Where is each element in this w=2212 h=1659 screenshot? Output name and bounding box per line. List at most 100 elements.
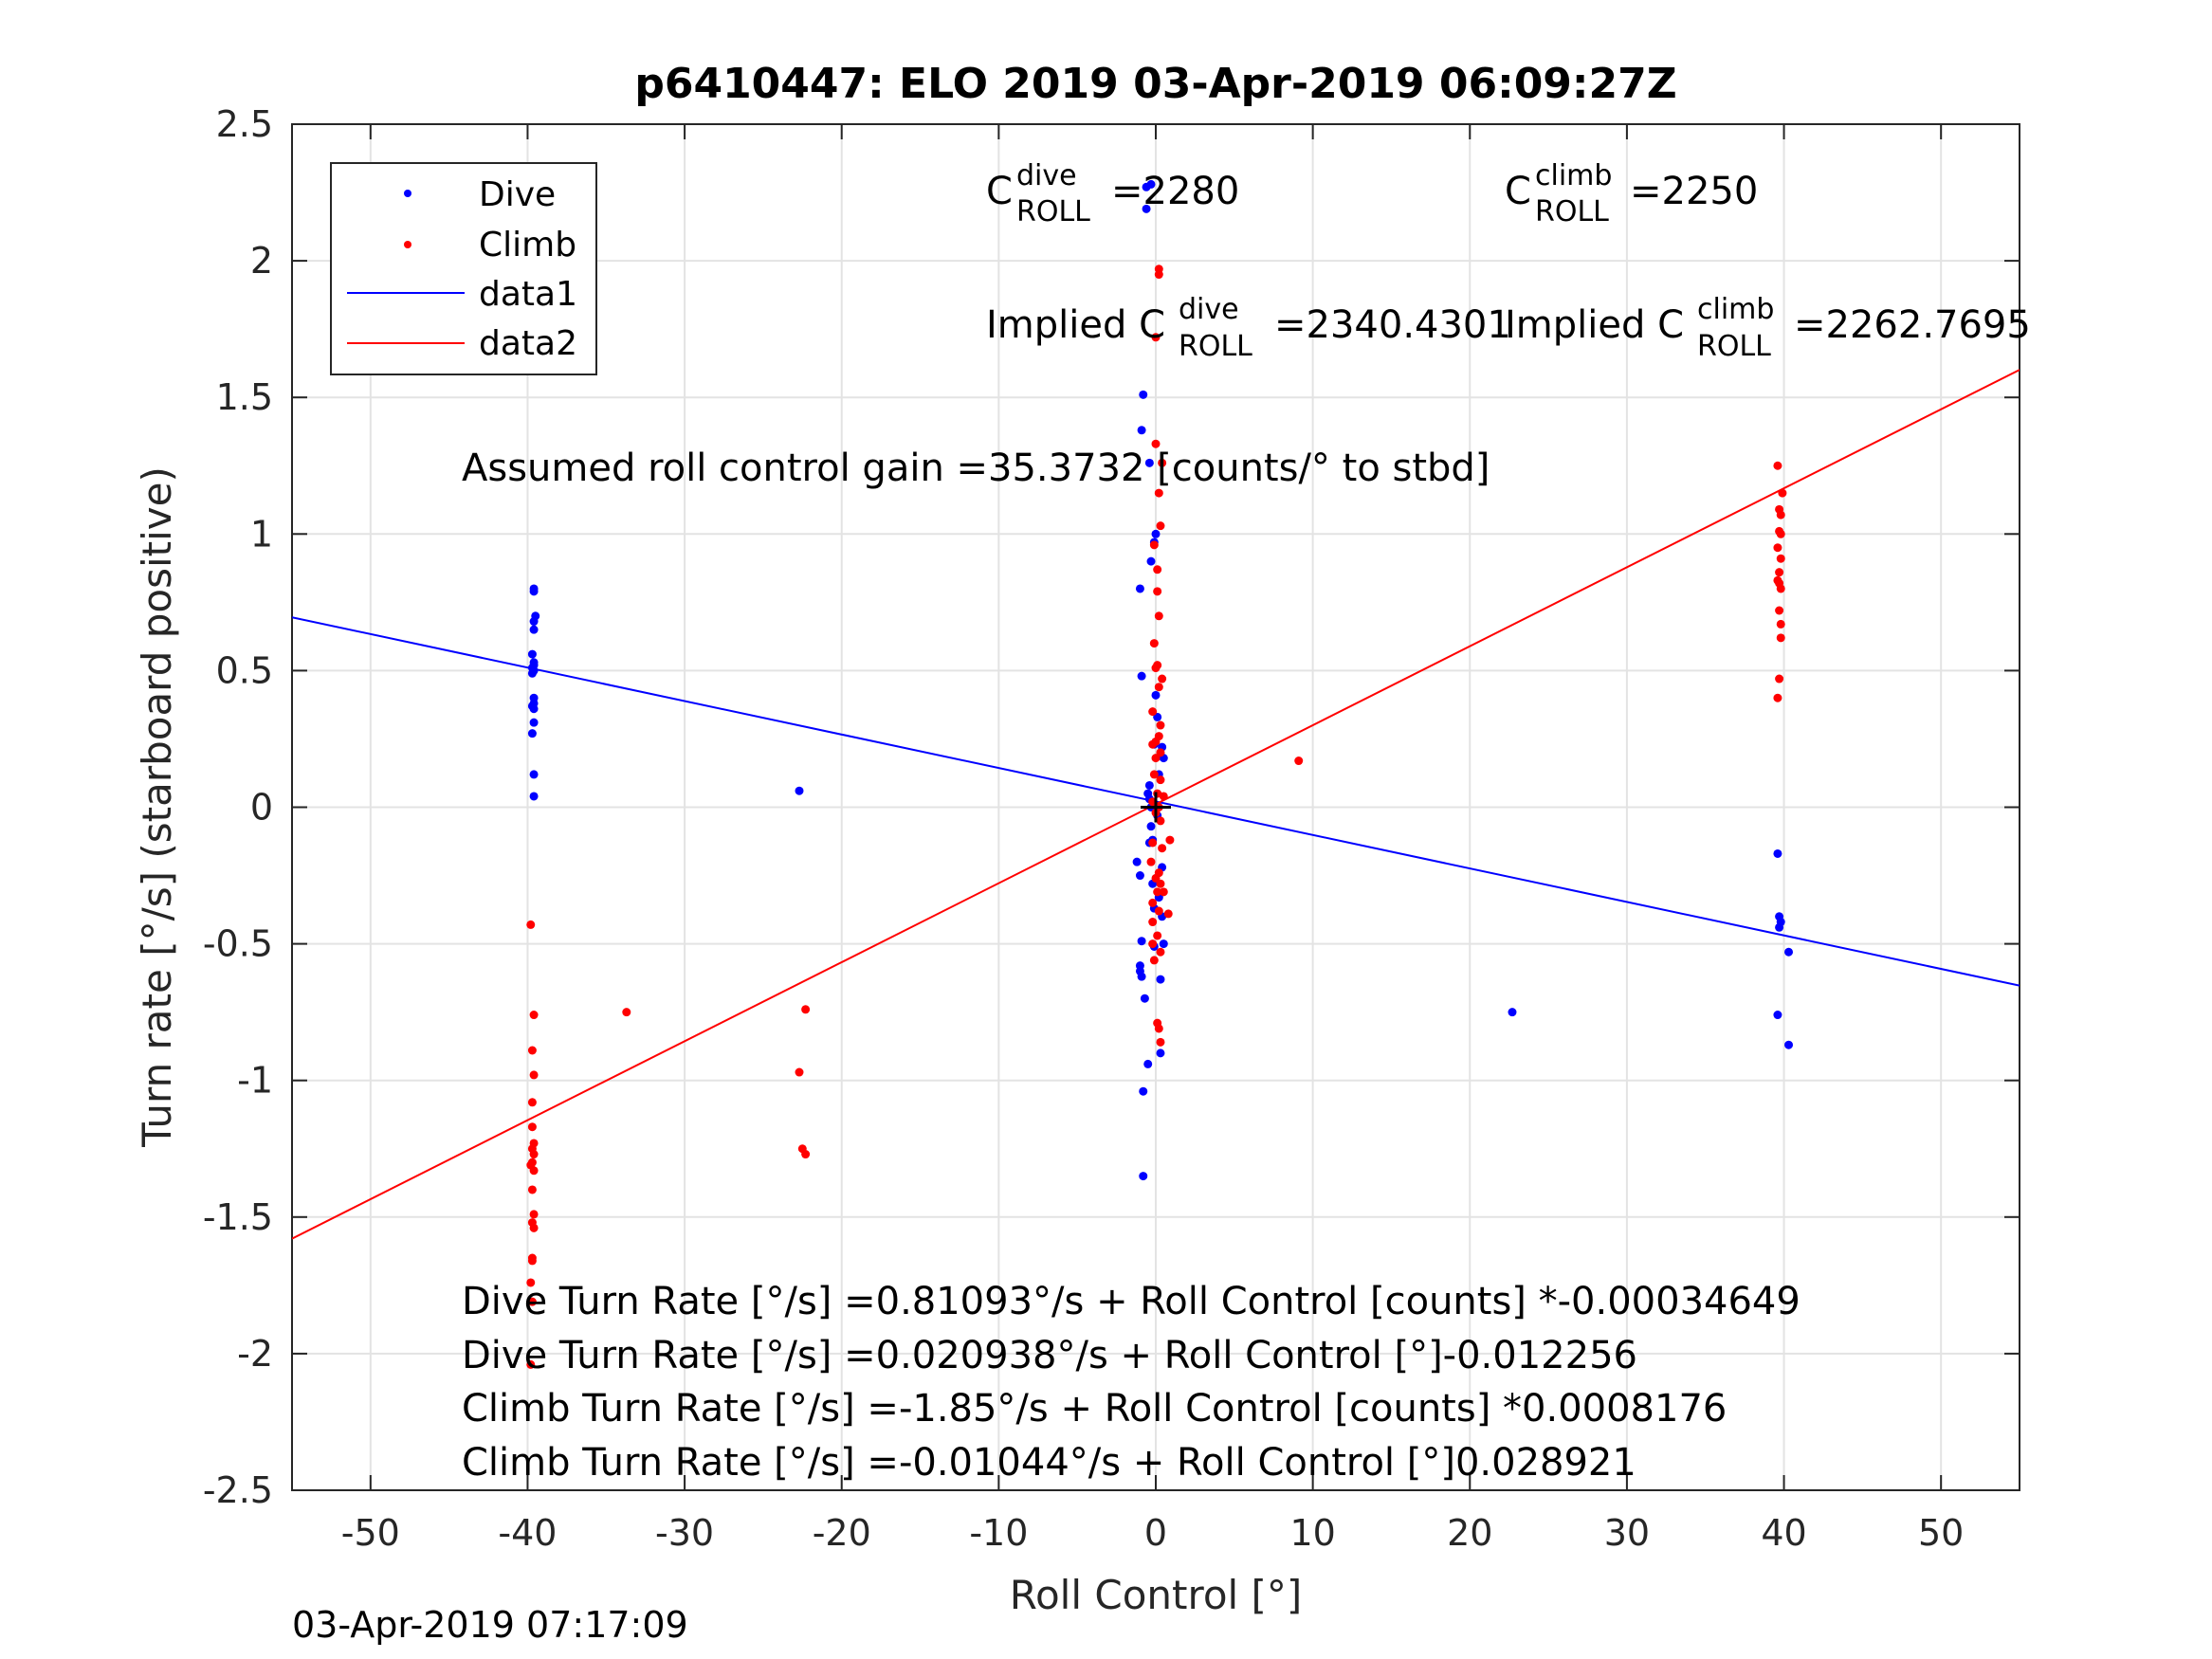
- climb-point: [529, 1210, 539, 1219]
- legend-data2-label: data2: [479, 324, 577, 363]
- climb-point: [1156, 720, 1165, 730]
- dive-point: [1775, 922, 1784, 932]
- climb-point: [1775, 674, 1784, 684]
- dive-point: [1137, 426, 1146, 435]
- dive-point: [1137, 972, 1146, 981]
- dive-point: [1146, 556, 1156, 566]
- climb-point: [1146, 857, 1156, 866]
- x-tick-label: -10: [969, 1512, 1028, 1554]
- climb-point: [527, 1256, 537, 1266]
- x-tick-label: -30: [655, 1512, 714, 1554]
- chart-title: p6410447: ELO 2019 03-Apr-2019 06:09:27Z: [634, 60, 1676, 108]
- climb-point: [1156, 879, 1165, 888]
- climb-point: [1773, 461, 1782, 470]
- gain-annotation: Assumed roll control gain =35.3732 [coun…: [462, 447, 1490, 490]
- dive-point: [527, 668, 537, 678]
- climb-point: [1151, 664, 1161, 673]
- climb-point: [801, 1005, 811, 1014]
- svg-text:ROLL: ROLL: [1016, 195, 1090, 228]
- y-tick-label: -0.5: [203, 923, 273, 965]
- dive-point: [529, 704, 539, 714]
- y-axis-label: Turn rate [°/s] (starboard positive): [134, 466, 180, 1148]
- x-tick-label: -20: [813, 1512, 871, 1554]
- climb-point: [1154, 611, 1163, 621]
- dive-point: [529, 587, 539, 596]
- climb-point: [1156, 1037, 1165, 1047]
- y-tick-label: 1: [250, 513, 273, 555]
- climb-point: [1158, 674, 1167, 684]
- climb-point: [1165, 835, 1175, 845]
- climb-point: [801, 1150, 811, 1159]
- y-tick-label: -1.5: [203, 1196, 273, 1238]
- dive-point: [529, 625, 539, 634]
- svg-text:=2250: =2250: [1630, 170, 1758, 213]
- climb-point: [1151, 754, 1161, 763]
- legend-data1-label: data1: [479, 275, 577, 314]
- climb-point: [1776, 584, 1785, 593]
- dive-point: [1142, 182, 1151, 191]
- dive-point: [1773, 1011, 1782, 1020]
- climb-point: [795, 1067, 804, 1077]
- series-climb: [526, 264, 1787, 1369]
- climb-point: [1148, 707, 1158, 717]
- climb-point: [1151, 333, 1161, 342]
- y-tick-label: 2.5: [216, 103, 273, 145]
- dive-point: [1784, 947, 1794, 957]
- climb-point: [527, 1185, 537, 1194]
- dive-point: [1784, 1040, 1794, 1049]
- climb-point: [1154, 488, 1163, 498]
- climb-point: [526, 1278, 536, 1287]
- series-dive: [527, 179, 1794, 1181]
- y-ticks: 2.5 2 1.5 1 0.5 0 -0.5 -1 -1.5 -2 -2.5: [203, 103, 2020, 1511]
- climb-point: [1773, 693, 1782, 702]
- x-tick-label: 0: [1144, 1512, 1167, 1554]
- climb-point: [529, 1070, 539, 1080]
- dive-point: [1139, 1172, 1148, 1181]
- climb-point: [1148, 898, 1158, 907]
- legend-box: [330, 162, 597, 375]
- x-axis-label: Roll Control [°]: [1010, 1572, 1303, 1618]
- svg-text:climb: climb: [1697, 293, 1774, 326]
- x-tick-label: 40: [1761, 1512, 1806, 1554]
- climb-point: [529, 1011, 539, 1020]
- x-tick-label: 50: [1918, 1512, 1964, 1554]
- y-tick-label: 0: [250, 787, 273, 829]
- dive-point: [1773, 848, 1782, 858]
- dive-point: [1146, 822, 1156, 831]
- x-tick-label: 20: [1447, 1512, 1492, 1554]
- svg-text:=2262.7695: =2262.7695: [1794, 303, 2031, 347]
- climb-point: [1148, 939, 1158, 949]
- climb-point: [1294, 757, 1304, 766]
- climb-point: [1148, 838, 1158, 848]
- c-dive-annotation: C dive ROLL =2280: [986, 159, 1239, 228]
- x-tick-label: 30: [1604, 1512, 1650, 1554]
- svg-text:ROLL: ROLL: [1179, 330, 1252, 363]
- climb-point: [529, 1150, 539, 1159]
- dive-point: [1135, 871, 1144, 881]
- climb-point: [526, 1359, 536, 1369]
- climb-point: [1775, 606, 1784, 615]
- dive-point: [529, 617, 539, 627]
- climb-point: [529, 1223, 539, 1232]
- climb-point: [1153, 565, 1162, 574]
- climb-point: [1153, 587, 1162, 596]
- svg-text:C: C: [1505, 170, 1531, 213]
- dive-point: [1151, 529, 1161, 538]
- dive-point: [1137, 671, 1146, 681]
- dive-point: [1508, 1008, 1517, 1017]
- dive-point: [1151, 690, 1161, 700]
- climb-point: [1148, 918, 1158, 927]
- legend-climb-label: Climb: [479, 226, 576, 264]
- dive-point: [1156, 1048, 1165, 1058]
- climb-point: [1153, 931, 1162, 940]
- climb-point: [1776, 633, 1785, 643]
- svg-text:dive: dive: [1016, 159, 1077, 192]
- climb-point: [1156, 521, 1165, 531]
- climb-point: [1776, 554, 1785, 563]
- dive-point: [1144, 780, 1154, 790]
- x-tick-label: 10: [1289, 1512, 1335, 1554]
- climb-point: [1158, 844, 1167, 853]
- y-tick-label: -1: [237, 1060, 273, 1102]
- legend-dive-label: Dive: [479, 175, 556, 214]
